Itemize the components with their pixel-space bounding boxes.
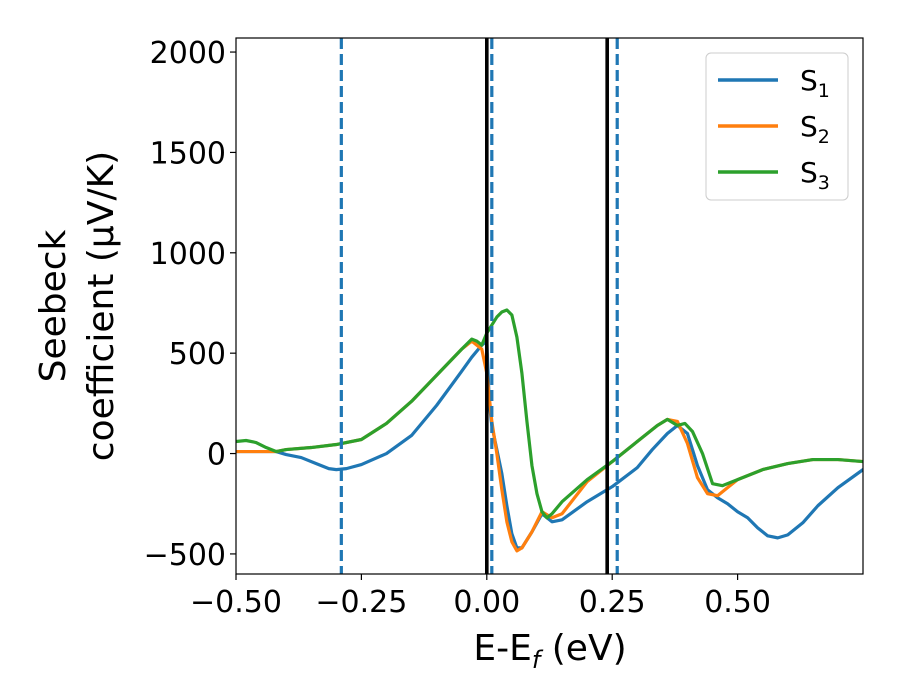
- series-line-s3: [236, 308, 863, 520]
- x-tick-label: 0.50: [704, 585, 771, 620]
- legend-label-s1: S1: [800, 64, 830, 102]
- x-axis-label-suffix: (eV): [540, 628, 626, 669]
- y-tick-label: 1000: [150, 237, 226, 272]
- y-tick-label: −500: [144, 538, 226, 573]
- vline-layer: [339, 38, 619, 574]
- y-axis-label: Seebeck coefficient (μV/K): [33, 151, 122, 461]
- y-axis-label-line2: coefficient (μV/K): [81, 151, 122, 461]
- y-tick-label: 2000: [150, 36, 226, 71]
- y-axis-ticks: −500 0 500 1000 1500 2000: [144, 36, 236, 573]
- y-tick-label: 500: [169, 337, 226, 372]
- x-axis-label-main: E-E: [473, 628, 531, 669]
- legend-label-s2: S2: [800, 110, 830, 148]
- x-tick-label: −0.50: [190, 585, 282, 620]
- x-axis-ticks: −0.50 −0.25 0.00 0.25 0.50: [190, 574, 771, 620]
- y-tick-label: 1500: [150, 136, 226, 171]
- x-tick-label: 0.00: [453, 585, 520, 620]
- x-tick-label: 0.25: [579, 585, 646, 620]
- legend-label-s3: S3: [800, 156, 830, 194]
- legend: S1 S2 S3: [705, 52, 849, 201]
- plot-frame: [235, 37, 864, 575]
- y-axis-label-line1: Seebeck: [33, 229, 74, 382]
- y-tick-label: 0: [207, 438, 226, 473]
- x-tick-label: −0.25: [315, 585, 407, 620]
- series-layer: [236, 308, 863, 553]
- x-axis-label: E-Ef (eV): [473, 628, 626, 674]
